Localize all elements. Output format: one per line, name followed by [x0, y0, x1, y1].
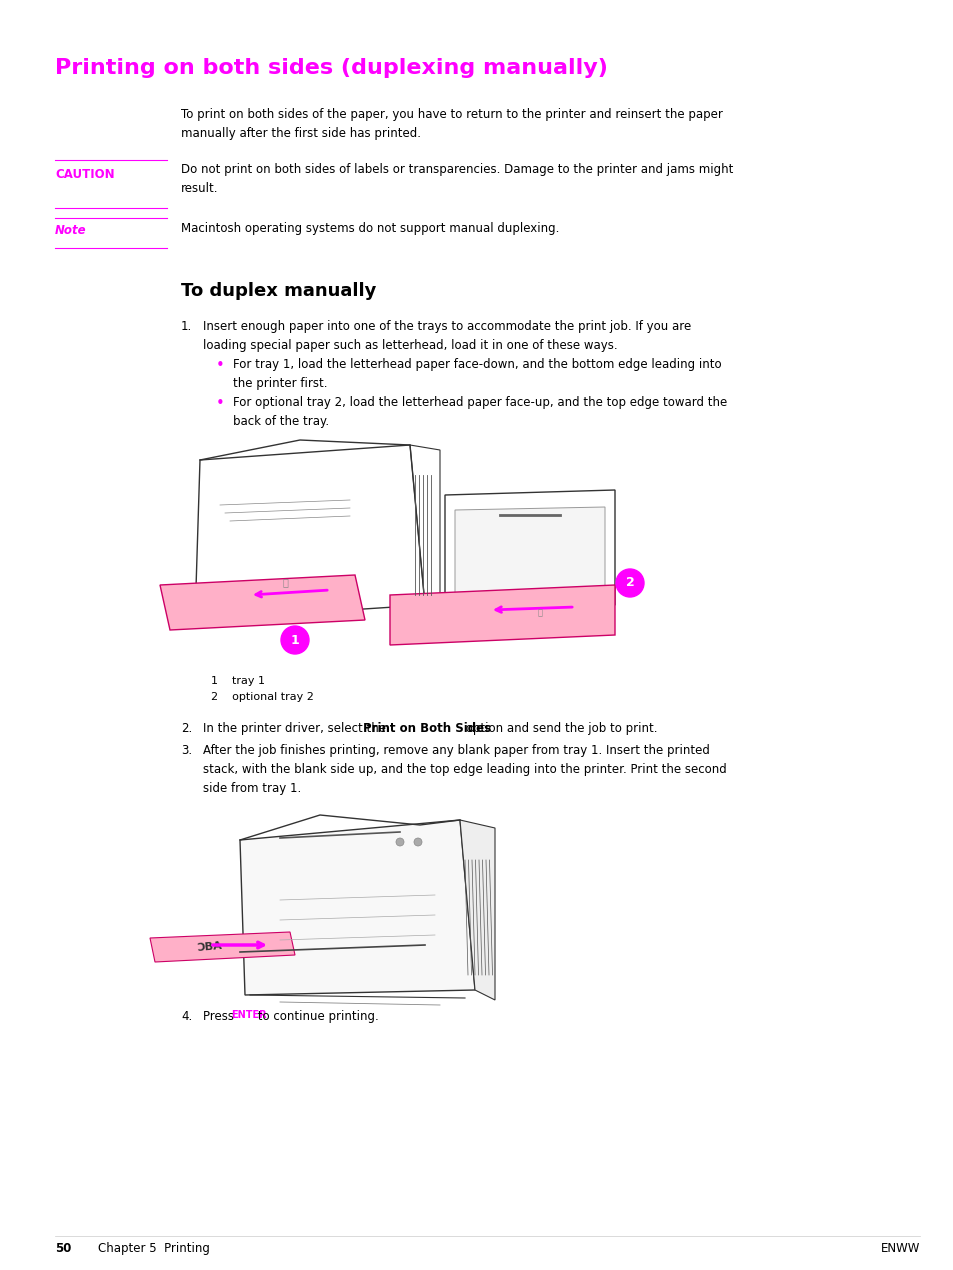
Text: 2.: 2.: [181, 723, 193, 735]
Text: Printing on both sides (duplexing manually): Printing on both sides (duplexing manual…: [55, 58, 607, 77]
Text: ƆBA: ƆBA: [197, 941, 223, 952]
Text: Note: Note: [55, 224, 87, 237]
Text: Chapter 5  Printing: Chapter 5 Printing: [83, 1242, 210, 1255]
Polygon shape: [459, 820, 495, 999]
Text: 1.: 1.: [181, 320, 193, 333]
Text: After the job finishes printing, remove any blank paper from tray 1. Insert the : After the job finishes printing, remove …: [203, 744, 726, 795]
Text: To duplex manually: To duplex manually: [181, 282, 376, 300]
Text: Do not print on both sides of labels or transparencies. Damage to the printer an: Do not print on both sides of labels or …: [181, 163, 733, 196]
Text: 1: 1: [291, 634, 299, 646]
Text: 50: 50: [55, 1242, 71, 1255]
Text: For optional tray 2, load the letterhead paper face-up, and the top edge toward : For optional tray 2, load the letterhead…: [233, 396, 726, 428]
Polygon shape: [150, 932, 294, 961]
Polygon shape: [240, 820, 475, 994]
Text: For tray 1, load the letterhead paper face-down, and the bottom edge leading int: For tray 1, load the letterhead paper fa…: [233, 358, 720, 390]
Text: ENTER: ENTER: [231, 1010, 267, 1020]
Circle shape: [616, 569, 643, 597]
Circle shape: [281, 626, 309, 654]
Circle shape: [414, 838, 421, 846]
Text: Macintosh operating systems do not support manual duplexing.: Macintosh operating systems do not suppo…: [181, 222, 558, 235]
Text: Insert enough paper into one of the trays to accommodate the print job. If you a: Insert enough paper into one of the tray…: [203, 320, 691, 352]
Polygon shape: [455, 507, 604, 593]
Text: to continue printing.: to continue printing.: [254, 1010, 378, 1024]
Text: Print on Both Sides: Print on Both Sides: [363, 723, 491, 735]
Text: 2    optional tray 2: 2 optional tray 2: [211, 692, 314, 702]
Text: option and send the job to print.: option and send the job to print.: [462, 723, 657, 735]
Text: ⓗ: ⓗ: [282, 577, 288, 587]
Text: In the printer driver, select the: In the printer driver, select the: [203, 723, 390, 735]
Text: 1    tray 1: 1 tray 1: [211, 676, 265, 686]
Text: ENWW: ENWW: [880, 1242, 919, 1255]
Text: 3.: 3.: [181, 744, 192, 757]
Text: •: •: [215, 396, 225, 411]
Text: CAUTION: CAUTION: [55, 168, 114, 182]
Text: ⓗ: ⓗ: [537, 608, 542, 617]
Circle shape: [395, 838, 403, 846]
Text: To print on both sides of the paper, you have to return to the printer and reins: To print on both sides of the paper, you…: [181, 108, 722, 140]
Text: 2: 2: [625, 577, 634, 589]
Text: 4.: 4.: [181, 1010, 193, 1024]
Polygon shape: [160, 575, 365, 630]
Text: Press: Press: [203, 1010, 237, 1024]
Polygon shape: [390, 585, 615, 645]
Text: •: •: [215, 358, 225, 373]
